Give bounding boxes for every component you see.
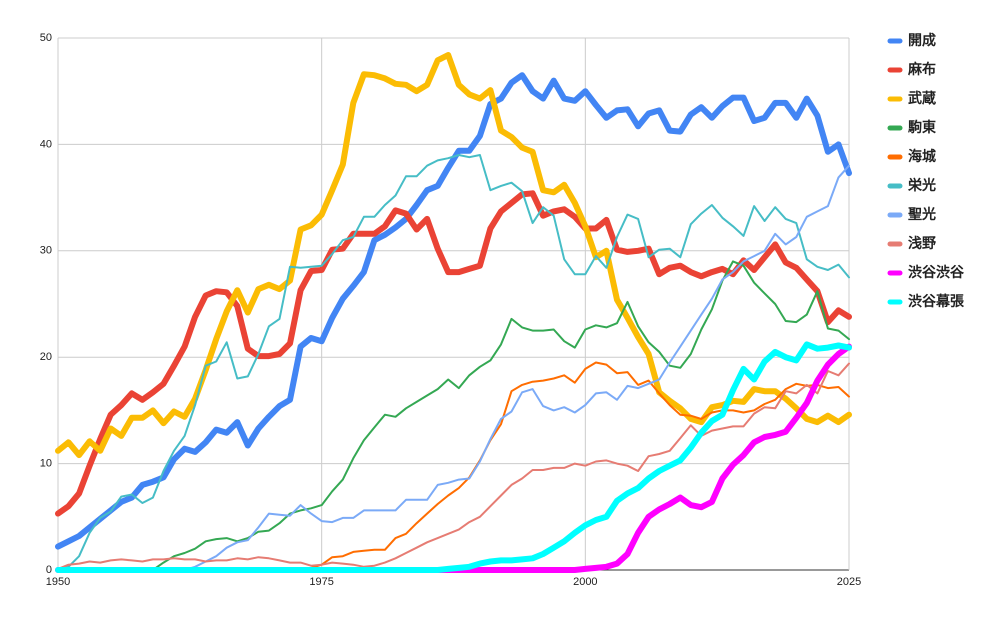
legend-label: 麻布 bbox=[907, 61, 936, 78]
y-tick-label: 10 bbox=[40, 458, 52, 470]
x-tick-label: 1975 bbox=[309, 576, 333, 588]
series-line bbox=[57, 164, 850, 571]
x-tick-label: 1950 bbox=[46, 576, 70, 588]
y-tick-label: 20 bbox=[40, 351, 52, 363]
series-line bbox=[57, 260, 850, 571]
series-line bbox=[57, 362, 850, 570]
series-line bbox=[55, 52, 852, 459]
x-tick-label: 2000 bbox=[573, 576, 597, 588]
series-line bbox=[55, 190, 852, 517]
legend-label: 渋谷渋谷 bbox=[908, 264, 965, 281]
y-tick-label: 50 bbox=[40, 32, 52, 44]
legend-label: 開成 bbox=[908, 32, 936, 49]
legend-label: 聖光 bbox=[908, 206, 936, 223]
y-tick-label: 40 bbox=[40, 138, 52, 150]
legend-label: 渋谷幕張 bbox=[908, 293, 965, 310]
y-tick-label: 0 bbox=[46, 564, 52, 576]
legend-label: 海城 bbox=[908, 148, 936, 165]
series-line bbox=[57, 154, 850, 571]
legend-label: 駒東 bbox=[908, 119, 936, 136]
legend-label: 栄光 bbox=[907, 177, 936, 194]
y-tick-label: 30 bbox=[40, 245, 52, 257]
series-line bbox=[55, 341, 852, 573]
legend-label: 浅野 bbox=[908, 235, 936, 252]
legend-label: 武蔵 bbox=[908, 90, 936, 107]
series-line bbox=[55, 72, 852, 550]
x-tick-label: 2025 bbox=[837, 576, 861, 588]
